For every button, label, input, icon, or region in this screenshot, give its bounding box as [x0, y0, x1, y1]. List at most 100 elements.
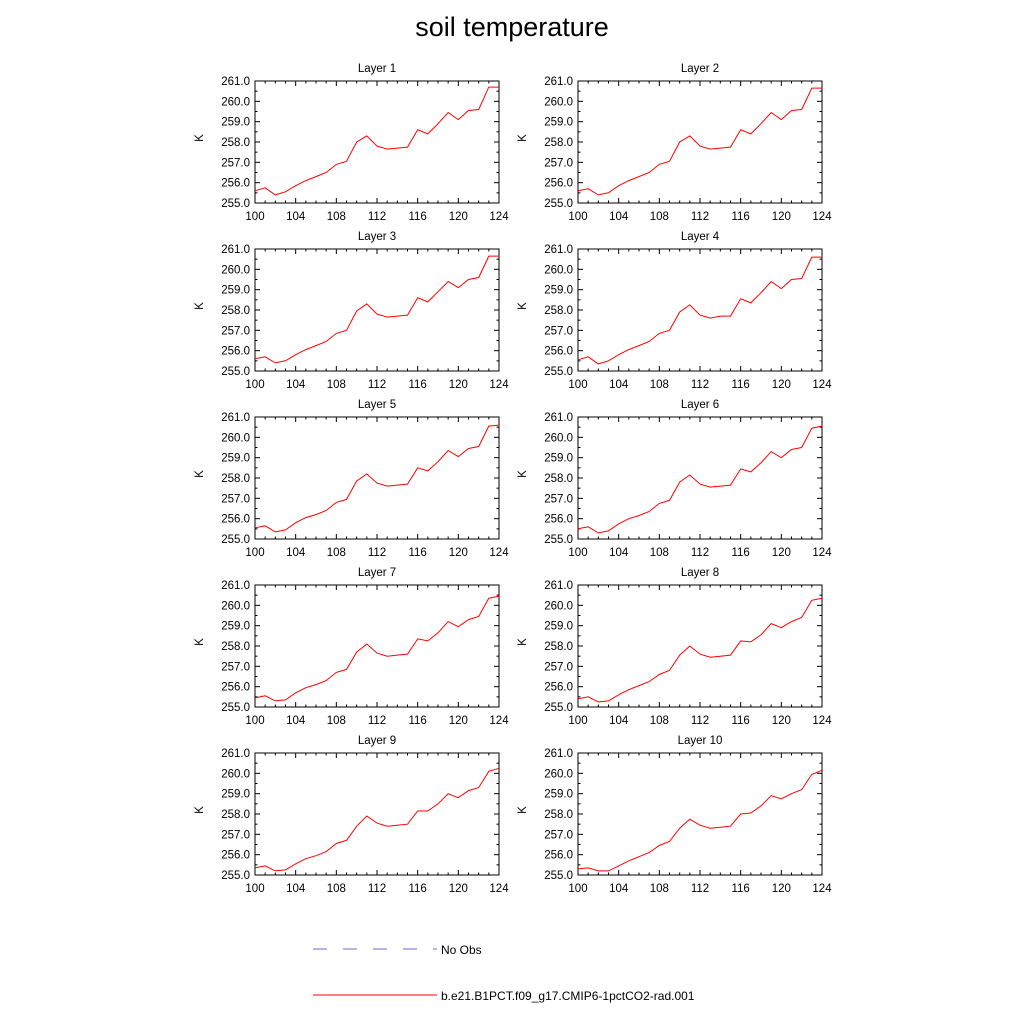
x-tick-label: 108 [650, 715, 669, 727]
y-tick-label: 257.0 [544, 493, 573, 505]
x-tick-label: 112 [691, 715, 709, 727]
y-tick-label: 258.0 [221, 809, 250, 821]
x-tick-label: 124 [812, 883, 832, 895]
y-axis-label: K [517, 806, 529, 814]
y-tick-label: 258.0 [221, 137, 250, 149]
legend-label-no-obs: No Obs [441, 943, 482, 957]
x-tick-label: 108 [650, 547, 669, 559]
x-tick-label: 100 [245, 715, 264, 727]
x-tick-label: 112 [368, 715, 386, 727]
y-tick-label: 255.0 [544, 366, 573, 378]
y-tick-label: 260.0 [544, 264, 573, 276]
panel-title: Layer 3 [358, 231, 396, 243]
y-tick-label: 256.0 [544, 346, 573, 358]
y-tick-label: 260.0 [221, 96, 250, 108]
x-tick-label: 124 [489, 715, 509, 727]
plot-frame [254, 248, 500, 372]
x-tick-label: 112 [368, 211, 386, 223]
y-tick-label: 257.0 [544, 661, 573, 673]
chart-title: soil temperature [415, 12, 609, 42]
x-tick-label: 120 [772, 715, 791, 727]
y-tick-label: 259.0 [221, 285, 250, 297]
x-tick-label: 120 [449, 379, 468, 391]
x-tick-label: 104 [286, 883, 306, 895]
series-line [254, 767, 500, 872]
y-tick-label: 258.0 [544, 137, 573, 149]
x-tick-label: 104 [286, 211, 306, 223]
x-tick-label: 124 [489, 547, 509, 559]
y-tick-label: 256.0 [221, 850, 250, 862]
y-tick-label: 257.0 [544, 325, 573, 337]
x-tick-label: 108 [327, 379, 346, 391]
x-tick-label: 120 [772, 547, 791, 559]
x-tick-label: 120 [449, 547, 468, 559]
y-tick-label: 255.0 [221, 870, 250, 882]
y-tick-label: 257.0 [544, 157, 573, 169]
panel-9: Layer 9 255.0 256.0 257.0 258.0 259.0 260.0 261… [194, 735, 509, 895]
y-tick-label: 255.0 [221, 366, 250, 378]
y-tick-label: 259.0 [544, 285, 573, 297]
x-tick-label: 108 [650, 379, 669, 391]
panel-title: Layer 2 [681, 63, 719, 75]
panel-10: Layer 10 255.0 256.0 257.0 258.0 259.0 260.0 26… [517, 735, 832, 895]
y-tick-label: 256.0 [544, 178, 573, 190]
y-tick-label: 259.0 [221, 453, 250, 465]
x-tick-label: 108 [327, 715, 346, 727]
y-tick-label: 260.0 [221, 432, 250, 444]
x-tick-label: 100 [245, 547, 264, 559]
x-tick-label: 100 [568, 547, 587, 559]
x-tick-label: 116 [731, 379, 749, 391]
y-tick-label: 256.0 [544, 850, 573, 862]
y-axis-label: K [517, 638, 529, 646]
x-tick-label: 116 [408, 715, 426, 727]
x-tick-label: 124 [812, 211, 832, 223]
y-tick-label: 256.0 [221, 514, 250, 526]
plot-frame [577, 416, 823, 540]
x-tick-label: 108 [650, 883, 669, 895]
panel-title: Layer 8 [681, 567, 719, 579]
x-tick-label: 104 [609, 715, 629, 727]
series-line [254, 595, 500, 702]
x-tick-label: 100 [568, 883, 587, 895]
panel-title: Layer 7 [358, 567, 396, 579]
plot-frame [577, 752, 823, 876]
x-tick-label: 104 [286, 379, 306, 391]
x-tick-label: 124 [489, 883, 509, 895]
x-tick-label: 112 [368, 547, 386, 559]
x-tick-label: 108 [650, 211, 669, 223]
x-tick-label: 116 [731, 883, 749, 895]
x-tick-label: 120 [449, 211, 468, 223]
x-tick-label: 108 [327, 883, 346, 895]
x-tick-label: 116 [408, 379, 426, 391]
y-tick-label: 257.0 [221, 157, 250, 169]
y-tick-label: 258.0 [544, 809, 573, 821]
x-tick-label: 100 [245, 379, 264, 391]
x-tick-label: 104 [286, 715, 306, 727]
plot-frame [254, 584, 500, 708]
y-tick-label: 257.0 [221, 661, 250, 673]
y-tick-label: 258.0 [544, 305, 573, 317]
y-tick-label: 255.0 [544, 702, 573, 714]
series-line [577, 597, 823, 703]
y-axis-label: K [194, 470, 206, 478]
series-line [577, 425, 823, 534]
x-tick-label: 120 [772, 379, 791, 391]
panel-5: Layer 5 255.0 256.0 257.0 258.0 259.0 260.0 261… [194, 399, 509, 559]
x-tick-label: 116 [408, 211, 426, 223]
x-tick-label: 104 [609, 379, 629, 391]
series-line [254, 86, 499, 196]
y-tick-label: 260.0 [544, 768, 573, 780]
panel-1: Layer 1 255.0 256.0 257.0 258.0 259.0 260.0 261… [194, 63, 509, 223]
plot-frame [254, 752, 500, 876]
y-tick-label: 260.0 [544, 96, 573, 108]
y-tick-label: 261.0 [221, 580, 250, 592]
y-tick-label: 261.0 [544, 748, 573, 760]
y-tick-label: 260.0 [221, 264, 250, 276]
plot-frame [577, 584, 823, 708]
x-tick-label: 116 [731, 211, 749, 223]
y-tick-label: 261.0 [221, 244, 250, 256]
y-tick-label: 260.0 [544, 600, 573, 612]
panel-4: Layer 4 255.0 256.0 257.0 258.0 259.0 260.0 261… [517, 231, 832, 391]
y-tick-label: 257.0 [221, 829, 250, 841]
